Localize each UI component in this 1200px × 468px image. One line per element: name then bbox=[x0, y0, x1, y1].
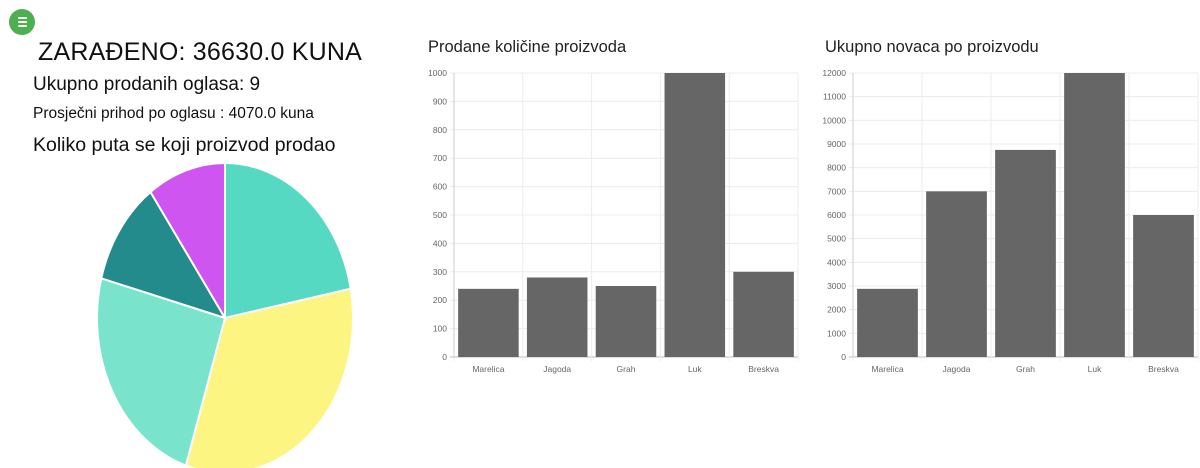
y-tick-label: 5000 bbox=[827, 234, 846, 244]
hamburger-icon bbox=[17, 17, 27, 27]
y-tick-label: 400 bbox=[433, 238, 447, 248]
x-tick-label: Luk bbox=[1088, 364, 1102, 374]
quantity-bar-chart: 0 100 200 300 400 500 600 700 800 900 1000 Marelica… bbox=[428, 68, 799, 374]
bar-grah bbox=[995, 149, 1056, 357]
x-tick-label: Grah bbox=[1016, 364, 1035, 374]
bar-luk bbox=[1064, 73, 1125, 357]
money-bar-chart: 0 1000 2000 3000 4000 5000 6000 7000 8000 9000 100… bbox=[822, 68, 1199, 374]
products-sold-pie-chart bbox=[96, 161, 354, 468]
x-tick-label: Jagoda bbox=[943, 364, 971, 374]
y-tick-label: 100 bbox=[433, 324, 447, 334]
y-tick-label: 600 bbox=[433, 182, 447, 192]
bar-breskva bbox=[1133, 215, 1194, 357]
x-tick-label: Jagoda bbox=[543, 364, 571, 374]
y-tick-label: 500 bbox=[433, 210, 447, 220]
pie-slice-1 bbox=[184, 287, 354, 468]
pie-slice-3 bbox=[100, 190, 228, 320]
bar-jagoda bbox=[926, 191, 987, 357]
pie-slice-4 bbox=[149, 161, 226, 322]
y-tick-label: 10000 bbox=[822, 115, 846, 125]
earned-total: ZARAĐENO: 36630.0 KUNA bbox=[38, 38, 362, 66]
y-tick-label: 9000 bbox=[827, 139, 846, 149]
y-tick-label: 4000 bbox=[827, 257, 846, 267]
money-chart-title: Ukupno novaca po proizvodu bbox=[825, 38, 1039, 56]
bar-luk bbox=[664, 73, 726, 357]
x-tick-label: Grah bbox=[617, 364, 636, 374]
x-tick-label: Breskva bbox=[1148, 364, 1179, 374]
y-tick-label: 11000 bbox=[823, 92, 846, 102]
pie-chart-heading: Koliko puta se koji proizvod prodao bbox=[33, 134, 336, 156]
y-tick-label: 12000 bbox=[822, 68, 846, 78]
y-tick-label: 700 bbox=[433, 153, 447, 163]
y-tick-label: 800 bbox=[433, 125, 447, 135]
average-income: Prosječni prihod po oglasu : 4070.0 kuna bbox=[33, 105, 314, 122]
bar-marelica bbox=[857, 288, 918, 357]
y-tick-label: 200 bbox=[433, 295, 447, 305]
y-tick-label: 7000 bbox=[827, 186, 846, 196]
pie-slice-2 bbox=[96, 277, 227, 467]
x-tick-label: Breskva bbox=[748, 364, 779, 374]
y-tick-label: 1000 bbox=[827, 328, 846, 338]
y-tick-label: 2000 bbox=[827, 305, 846, 315]
y-tick-label: 0 bbox=[442, 352, 447, 362]
y-tick-label: 6000 bbox=[827, 210, 846, 220]
y-tick-label: 0 bbox=[841, 352, 846, 362]
total-ads-sold: Ukupno prodanih oglasa: 9 bbox=[33, 74, 261, 95]
x-tick-label: Marelica bbox=[472, 364, 504, 374]
y-tick-label: 8000 bbox=[827, 163, 846, 173]
bar-jagoda bbox=[526, 277, 588, 357]
y-tick-label: 3000 bbox=[827, 281, 846, 291]
y-tick-label: 1000 bbox=[428, 68, 447, 78]
pie-slice-0 bbox=[224, 161, 352, 320]
x-tick-label: Luk bbox=[688, 364, 702, 374]
menu-button[interactable] bbox=[9, 9, 35, 35]
bar-breskva bbox=[733, 271, 794, 357]
bar-marelica bbox=[458, 288, 519, 357]
quantity-chart-title: Prodane količine proizvoda bbox=[428, 38, 627, 56]
bar-grah bbox=[595, 286, 657, 357]
x-tick-label: Marelica bbox=[871, 364, 903, 374]
y-tick-label: 300 bbox=[433, 267, 447, 277]
y-tick-label: 900 bbox=[433, 96, 447, 106]
